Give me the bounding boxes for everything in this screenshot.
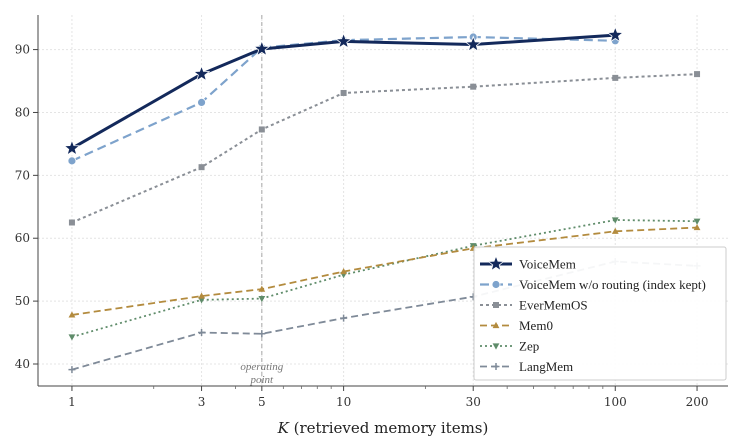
data-point-mem0 [258,285,266,292]
operating-point-label-line1: operating [240,361,283,373]
data-point-mem0 [340,267,348,275]
data-point-langmem [198,329,206,337]
legend-marker-zep [492,343,500,350]
x-tick-label: 30 [466,395,481,409]
data-point-mem0 [693,223,701,231]
x-axis-title-text: (retrieved memory items) [289,419,489,437]
data-point-evermemos [340,89,347,96]
x-axis-title: K (retrieved memory items) [277,419,489,437]
series-line-voicemem-w-o-routing-index-kept [71,35,616,162]
data-point-zep [198,297,205,304]
data-point-langmem [68,366,76,374]
data-point-langmem [258,330,266,338]
series-line-voicemem [71,33,616,150]
x-tick-label: 5 [258,395,266,409]
data-point-evermemos [694,71,701,78]
data-point-mem0 [198,292,205,299]
data-point-voicemem [192,64,211,82]
data-point-voicemem [334,32,353,49]
legend-marker-evermemos [493,302,499,308]
data-point-voicemem [606,25,624,43]
data-point-voicemem-w-o-routing-index-kept [197,98,206,107]
legend: VoiceMem VoiceMem w/o routing (index kept… [473,246,727,381]
legend-marker-langmem [492,363,500,370]
x-axis-title-variable: K [277,419,290,437]
y-tick-label: 60 [15,231,30,245]
operating-point-label-line2: point [250,374,275,386]
data-point-voicemem [464,35,482,52]
axes [37,15,728,387]
legend-label-voicemem-w-o-routing-index-kept: VoiceMem w/o routing (index kept) [519,277,706,292]
y-tick-label: 50 [15,294,30,308]
x-tick-label: 10 [336,395,351,409]
y-tick-label: 90 [15,43,30,57]
legend-label-zep: Zep [519,339,539,354]
data-point-voicemem-w-o-routing-index-kept [67,156,77,166]
y-tick-label: 70 [15,168,30,182]
data-point-zep [693,218,701,225]
legend-marker-voicemem-w-o-routing-index-kept [491,280,501,289]
data-point-mem0 [68,311,76,318]
legend-label-voicemem: VoiceMem [519,257,576,272]
legend-marker-mem0 [492,321,500,329]
legend-label-langmem: LangMem [519,359,573,374]
x-tick-label: 100 [604,395,627,409]
y-tick-label: 40 [15,357,30,371]
ticks: 1 3 5 10 30 100 200 40 50 60 70 80 90 [15,43,709,409]
data-point-voicemem [63,139,81,156]
data-point-zep [258,295,266,303]
series-voicemem [63,25,624,156]
y-tick-label: 80 [15,105,30,119]
data-point-evermemos [258,126,265,133]
legend-label-evermemos: EverMemOS [519,298,588,313]
data-point-langmem [340,314,348,322]
data-point-zep [611,217,619,224]
data-point-voicemem [253,39,271,57]
series-mem0 [68,223,701,318]
data-point-zep [68,334,76,341]
data-point-evermemos [68,219,75,226]
legend-label-mem0: Mem0 [519,318,553,333]
data-point-evermemos [470,83,477,90]
data-point-mem0 [611,227,619,234]
legend-box [473,246,727,381]
legend-marker-voicemem [487,254,505,272]
series-evermemos [68,71,701,226]
x-tick-label: 200 [686,395,709,409]
data-point-evermemos [612,74,619,81]
x-tick-label: 3 [198,395,206,409]
series-line-evermemos [71,73,698,224]
data-point-evermemos [198,164,205,171]
x-tick-label: 1 [68,395,76,409]
